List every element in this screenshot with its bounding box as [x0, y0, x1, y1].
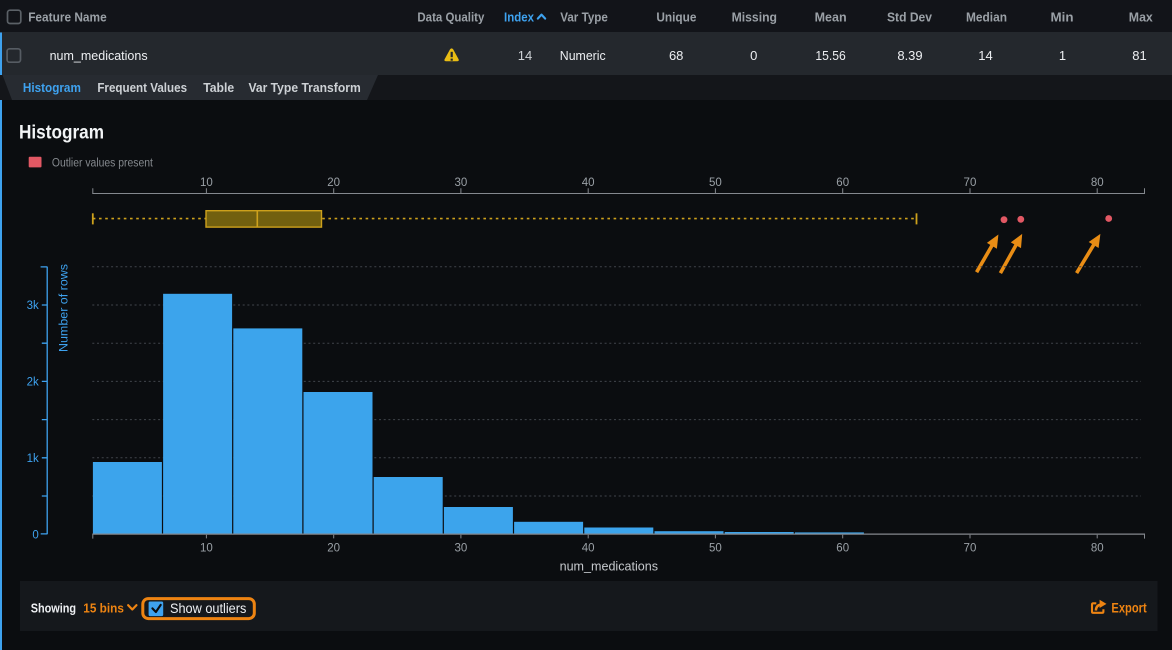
svg-text:20: 20: [327, 542, 340, 554]
svg-text:1k: 1k: [27, 453, 39, 465]
svg-text:40: 40: [582, 542, 595, 554]
svg-text:10: 10: [200, 177, 213, 189]
svg-text:50: 50: [709, 177, 722, 189]
svg-text:Export: Export: [1111, 601, 1147, 616]
svg-text:68: 68: [669, 48, 683, 63]
svg-text:60: 60: [836, 542, 849, 554]
svg-text:30: 30: [455, 177, 468, 189]
svg-text:70: 70: [964, 542, 977, 554]
svg-text:Outlier values present: Outlier values present: [52, 157, 154, 169]
svg-text:Mean: Mean: [815, 10, 847, 24]
svg-text:70: 70: [964, 177, 977, 189]
svg-text:0: 0: [32, 529, 38, 541]
svg-text:40: 40: [582, 177, 595, 189]
svg-text:Histogram: Histogram: [19, 122, 104, 144]
svg-text:81: 81: [1132, 48, 1146, 63]
svg-text:60: 60: [836, 177, 849, 189]
svg-text:3k: 3k: [27, 300, 39, 312]
svg-text:Histogram: Histogram: [23, 81, 81, 95]
svg-text:20: 20: [327, 177, 340, 189]
svg-text:15 bins: 15 bins: [83, 600, 124, 615]
svg-text:Var Type Transform: Var Type Transform: [248, 81, 360, 95]
svg-text:Median: Median: [966, 10, 1007, 24]
svg-text:50: 50: [709, 542, 722, 554]
svg-text:Number of rows: Number of rows: [59, 264, 71, 352]
svg-text:8.39: 8.39: [897, 48, 922, 63]
svg-text:14: 14: [518, 48, 532, 63]
svg-text:Data Quality: Data Quality: [417, 10, 484, 24]
svg-text:Index: Index: [504, 10, 534, 24]
svg-text:Numeric: Numeric: [560, 48, 606, 63]
svg-text:Unique: Unique: [656, 10, 696, 24]
svg-text:Std Dev: Std Dev: [887, 10, 932, 24]
svg-text:1: 1: [1059, 48, 1066, 63]
svg-text:Feature Name: Feature Name: [28, 10, 107, 24]
svg-text:Show outliers: Show outliers: [170, 601, 247, 616]
svg-text:80: 80: [1091, 542, 1104, 554]
svg-text:15.56: 15.56: [815, 48, 845, 63]
svg-text:Max: Max: [1129, 10, 1153, 24]
svg-text:Frequent Values: Frequent Values: [97, 81, 187, 95]
svg-text:10: 10: [200, 542, 213, 554]
svg-text:14: 14: [978, 48, 992, 63]
svg-text:2k: 2k: [27, 377, 39, 389]
svg-text:Var Type: Var Type: [560, 10, 608, 24]
svg-text:Min: Min: [1051, 10, 1074, 24]
svg-text:30: 30: [455, 542, 468, 554]
svg-text:0: 0: [750, 48, 757, 63]
svg-text:80: 80: [1091, 177, 1104, 189]
svg-text:Showing: Showing: [31, 600, 76, 615]
svg-text:Missing: Missing: [732, 10, 777, 24]
svg-text:Table: Table: [203, 81, 234, 95]
svg-text:num_medications: num_medications: [50, 48, 148, 63]
svg-text:num_medications: num_medications: [560, 559, 658, 573]
